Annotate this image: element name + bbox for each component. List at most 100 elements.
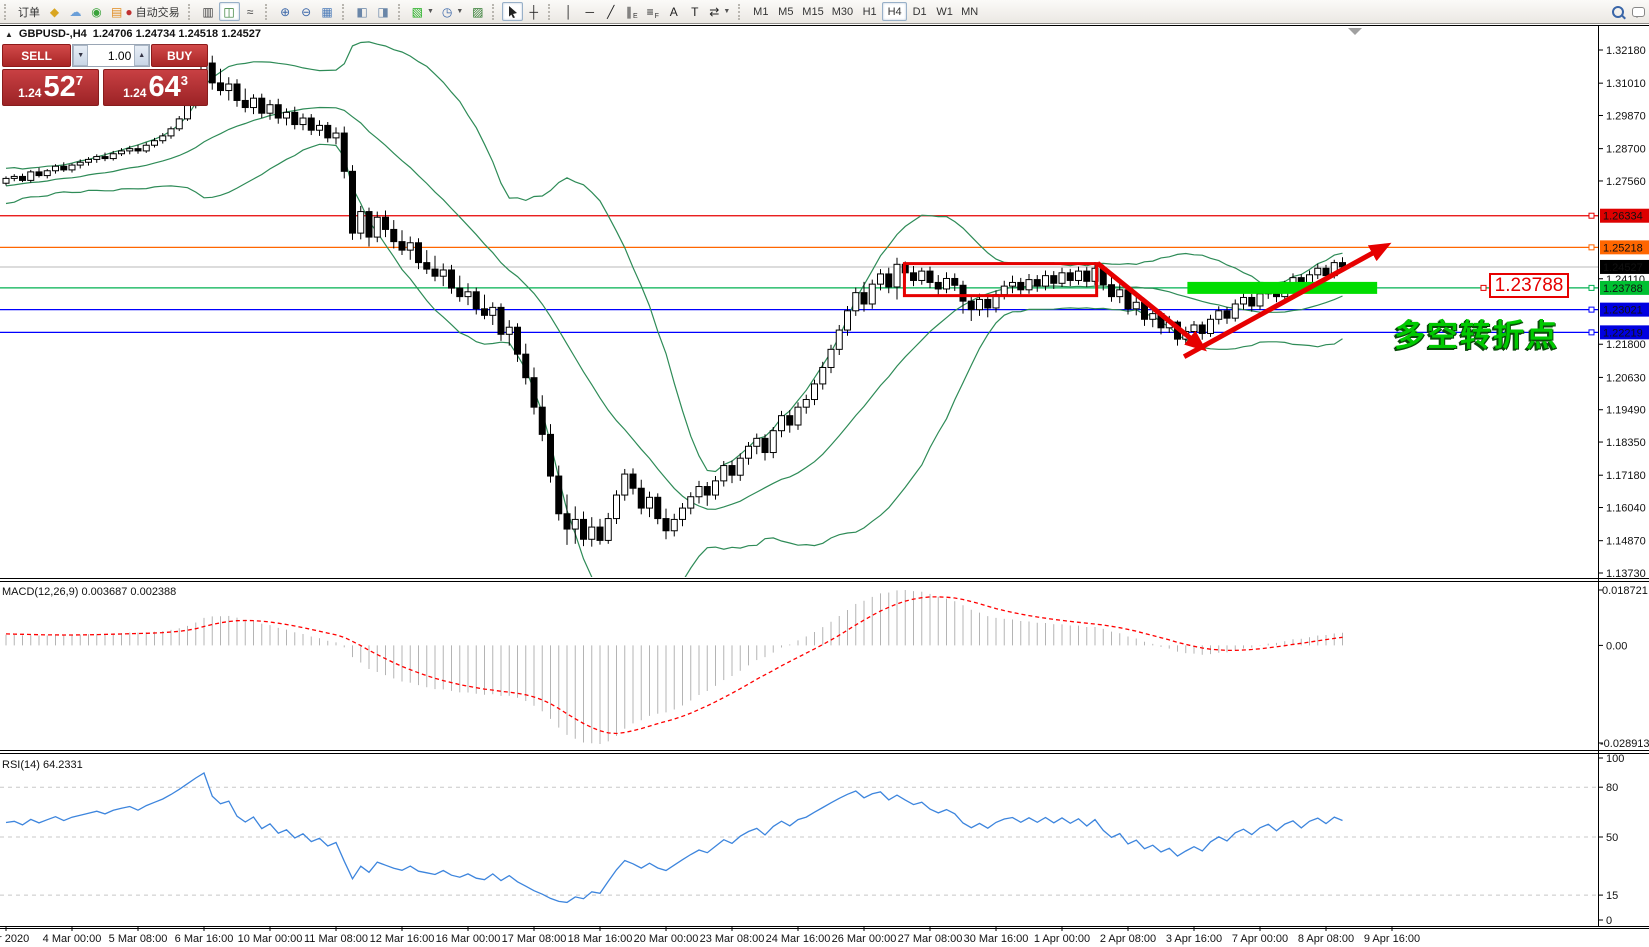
svg-text:2 Apr 08:00: 2 Apr 08:00: [1100, 933, 1156, 945]
zoom-in-button[interactable]: ⊕: [275, 2, 296, 21]
bb-upper: [5, 41, 1343, 473]
indicators-icon: ▨: [472, 4, 484, 19]
fibonacci-letter: F: [654, 13, 659, 20]
timeframe-w1[interactable]: W1: [932, 2, 957, 21]
svg-text:1.14870: 1.14870: [1606, 536, 1646, 548]
profiles-button[interactable]: ◷ ▼: [438, 2, 467, 21]
svg-text:1.31010: 1.31010: [1606, 78, 1646, 90]
crosshair-button[interactable]: ┼: [523, 2, 544, 21]
svg-text:1.28700: 1.28700: [1606, 144, 1646, 156]
timeframe-m15[interactable]: M15: [798, 2, 827, 21]
price-callout-box[interactable]: 1.23788: [1489, 273, 1569, 298]
svg-text:18 Mar 16:00: 18 Mar 16:00: [568, 933, 633, 945]
svg-text:1.23021: 1.23021: [1603, 305, 1643, 317]
fibonacci-button[interactable]: ≡ F: [642, 2, 663, 21]
market-icon: ◆: [49, 4, 60, 19]
chart-line-button[interactable]: ≈: [240, 2, 261, 21]
fibonacci-icon: ≡: [646, 4, 654, 19]
svg-text:1.29870: 1.29870: [1606, 110, 1646, 122]
svg-text:0.00: 0.00: [1606, 640, 1627, 652]
new-chart-icon: ▧: [411, 4, 423, 19]
timeframe-m1[interactable]: M1: [748, 2, 773, 21]
svg-text:3 Apr 16:00: 3 Apr 16:00: [1166, 933, 1222, 945]
chat-button[interactable]: [1628, 2, 1649, 21]
svg-text:27 Mar 08:00: 27 Mar 08:00: [898, 933, 963, 945]
svg-text:1.18350: 1.18350: [1606, 437, 1646, 449]
timeframe-d1[interactable]: D1: [907, 2, 932, 21]
timeframe-h4[interactable]: H4: [882, 2, 908, 21]
volume-input[interactable]: [88, 45, 135, 66]
svg-text:10 Mar 00:00: 10 Mar 00:00: [238, 933, 303, 945]
svg-text:1.17180: 1.17180: [1606, 470, 1646, 482]
data-window-icon: ◧: [356, 4, 368, 19]
timeframe-m5[interactable]: M5: [773, 2, 798, 21]
trend-arrow-down: [1095, 261, 1207, 352]
candlestick-icon: ◫: [223, 4, 235, 19]
timeframe-m30[interactable]: M30: [828, 2, 857, 21]
text-label-button[interactable]: T: [684, 2, 705, 21]
dropdown-arrow-icon: ▼: [456, 8, 464, 15]
new-chart-button[interactable]: ▧ ▼: [408, 2, 438, 21]
trendline-button[interactable]: ╱: [600, 2, 621, 21]
green-support-bar: [1187, 281, 1378, 294]
dropdown-arrow-icon: ▼: [723, 8, 731, 15]
autotrade-button[interactable]: ▤ ● 自动交易: [107, 2, 184, 21]
svg-text:1.23788: 1.23788: [1603, 283, 1643, 295]
chart-annotations: [902, 242, 1487, 359]
buy-price-button[interactable]: 1.24 64 3: [103, 69, 208, 106]
tile-windows-button[interactable]: ▦: [317, 2, 338, 21]
chart-bars-button[interactable]: ▥: [198, 2, 219, 21]
text-button[interactable]: A: [663, 2, 684, 21]
data-window-button[interactable]: ◧: [352, 2, 373, 21]
buy-button[interactable]: BUY: [151, 44, 208, 67]
toolbar-grip: [548, 3, 555, 20]
vline-button[interactable]: │: [558, 2, 579, 21]
chart-symbol-title: ▲ GBPUSD-,H4 1.24706 1.24734 1.24518 1.2…: [5, 28, 261, 40]
svg-text:80: 80: [1606, 782, 1618, 794]
indicators-button[interactable]: ▨: [467, 2, 488, 21]
svg-text:RSI(14) 64.2331: RSI(14) 64.2331: [2, 759, 83, 771]
svg-text:1.25218: 1.25218: [1603, 242, 1643, 254]
volume-increase-button[interactable]: ▲: [134, 45, 150, 66]
red-rectangle: [902, 262, 1099, 298]
callout-anchor: [1480, 284, 1487, 291]
volume-decrease-button[interactable]: ▼: [73, 45, 89, 66]
arrow-down-icon: ▼: [77, 52, 85, 59]
channel-button[interactable]: ∥ E: [621, 2, 642, 21]
svg-text:11 Mar 08:00: 11 Mar 08:00: [304, 933, 368, 945]
svg-text:4 Mar 00:00: 4 Mar 00:00: [43, 933, 102, 945]
timeframe-label: D1: [912, 5, 927, 18]
market-button[interactable]: ◆: [44, 2, 65, 21]
svg-text:1.22219: 1.22219: [1603, 327, 1643, 339]
svg-text:15: 15: [1606, 890, 1618, 902]
chart-icon: ▲: [5, 29, 13, 39]
autotrade-folder-icon: ▤: [111, 4, 123, 19]
community-button[interactable]: ☁: [65, 2, 86, 21]
timeframe-h1[interactable]: H1: [857, 2, 882, 21]
svg-text:6 Mar 16:00: 6 Mar 16:00: [175, 933, 234, 945]
volume-spinner: ▼ ▲: [72, 44, 151, 67]
chart-candles-button[interactable]: ◫: [218, 2, 240, 21]
symbol-label: GBPUSD-,H4: [18, 28, 87, 40]
shapes-button[interactable]: ⇄ ▼: [705, 2, 734, 21]
sell-button[interactable]: SELL: [2, 44, 72, 67]
svg-text:1.24527: 1.24527: [1603, 262, 1643, 274]
navigator-button[interactable]: ◨: [373, 2, 394, 21]
new-order-button[interactable]: 订单: [14, 2, 44, 21]
panel-frames: [0, 25, 1649, 929]
timeframe-label: M5: [778, 5, 794, 18]
autotrade-state-icon: ●: [125, 4, 133, 19]
svg-text:24 Mar 16:00: 24 Mar 16:00: [766, 933, 831, 945]
hline-button[interactable]: ─: [579, 2, 600, 21]
zoom-out-icon: ⊖: [301, 4, 312, 19]
svg-text:MACD(12,26,9) 0.003687 0.00238: MACD(12,26,9) 0.003687 0.002388: [2, 586, 176, 598]
search-button[interactable]: [1607, 2, 1628, 21]
channel-icon: ∥: [625, 4, 632, 19]
timeframe-label: M15: [802, 5, 824, 18]
zoom-out-button[interactable]: ⊖: [296, 2, 317, 21]
cursor-button[interactable]: [502, 2, 524, 21]
timeframe-mn[interactable]: MN: [957, 2, 982, 21]
signals-button[interactable]: ◉: [86, 2, 107, 21]
sell-price-button[interactable]: 1.24 52 7: [2, 69, 100, 106]
